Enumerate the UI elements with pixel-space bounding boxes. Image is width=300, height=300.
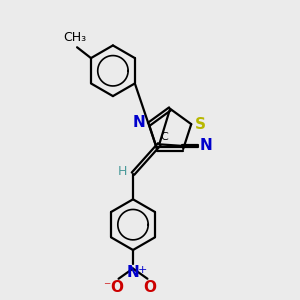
Text: N: N	[133, 115, 145, 130]
Text: H: H	[118, 165, 128, 178]
Text: ⁻: ⁻	[103, 280, 111, 294]
Text: O: O	[143, 280, 156, 295]
Text: S: S	[195, 117, 206, 132]
Text: +: +	[138, 266, 148, 275]
Text: C: C	[161, 132, 169, 142]
Text: N: N	[200, 138, 212, 153]
Text: CH₃: CH₃	[63, 31, 86, 44]
Text: N: N	[127, 265, 140, 280]
Text: O: O	[110, 280, 123, 295]
